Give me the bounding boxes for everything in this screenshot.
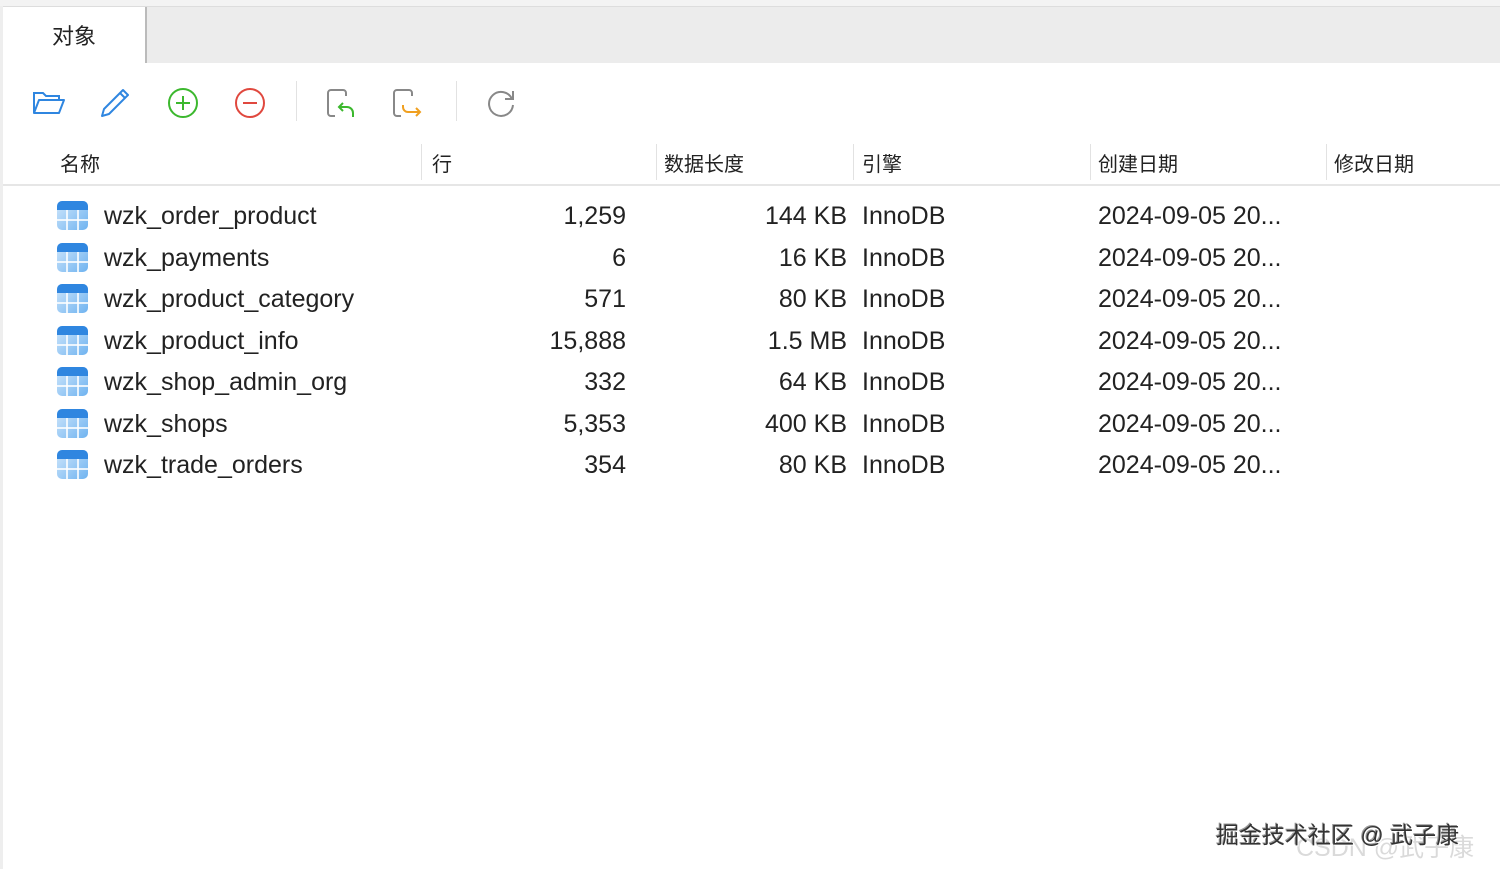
data-length: 16 KB <box>778 243 847 272</box>
window-left-edge <box>0 6 3 869</box>
data-length: 64 KB <box>778 368 847 396</box>
column-header-name[interactable]: 名称 <box>60 154 100 176</box>
column-header-data-length[interactable]: 数据长度 <box>664 154 744 176</box>
table-name: wzk_product_category <box>104 285 355 313</box>
data-length: 80 KB <box>778 451 847 479</box>
table-icon <box>57 325 88 355</box>
row-count: 1,259 <box>563 202 626 230</box>
tab-label: 对象 <box>51 24 96 49</box>
window-top-edge <box>0 0 1500 7</box>
engine: InnoDB <box>862 451 946 479</box>
table-name: wzk_shop_admin_org <box>104 368 348 396</box>
table-header: 名称 行 数据长度 引擎 创建日期 修改日期 <box>3 140 1500 186</box>
table-name: wzk_product_info <box>104 326 299 355</box>
created-date: 2024-09-05 20... <box>1098 202 1282 230</box>
data-length: 144 KB <box>764 202 847 230</box>
watermark-csdn: CSDN @武子康 <box>1296 834 1475 862</box>
row-count: 5,353 <box>563 409 626 438</box>
column-resize-handle[interactable] <box>656 144 657 180</box>
engine: InnoDB <box>862 243 946 272</box>
created-date: 2024-09-05 20... <box>1098 368 1282 396</box>
import-icon[interactable] <box>323 85 359 121</box>
data-length: 1.5 MB <box>767 326 847 355</box>
engine: InnoDB <box>862 368 946 396</box>
table-row[interactable]: wzk_payments 6 16 KB InnoDB 2024-09-05 20... <box>3 239 1500 279</box>
engine: InnoDB <box>862 202 946 230</box>
column-header-rows[interactable]: 行 <box>432 154 452 176</box>
table-icon <box>57 408 88 438</box>
row-count: 354 <box>584 451 626 479</box>
engine: InnoDB <box>862 409 946 438</box>
column-resize-handle[interactable] <box>421 144 422 180</box>
table-name: wzk_trade_orders <box>104 451 303 479</box>
row-count: 571 <box>584 285 626 313</box>
export-icon[interactable] <box>389 85 425 121</box>
toolbar <box>3 63 1500 141</box>
table-icon <box>57 367 88 396</box>
table-icon <box>57 284 88 313</box>
created-date: 2024-09-05 20... <box>1098 243 1282 272</box>
table-row[interactable]: wzk_shop_admin_org 332 64 KB InnoDB 2024-09-… <box>3 363 1500 403</box>
engine: InnoDB <box>862 326 946 355</box>
created-date: 2024-09-05 20... <box>1098 409 1282 438</box>
table-icon <box>57 201 88 230</box>
tab-bar <box>3 7 1500 63</box>
refresh-icon[interactable] <box>483 85 519 121</box>
row-count: 332 <box>584 368 626 396</box>
column-resize-handle[interactable] <box>853 144 854 180</box>
table-icon <box>57 242 88 272</box>
table-name: wzk_shops <box>104 409 228 438</box>
column-header-engine[interactable]: 引擎 <box>862 154 902 176</box>
data-length: 400 KB <box>764 409 847 438</box>
toolbar-divider <box>456 81 457 121</box>
created-date: 2024-09-05 20... <box>1098 285 1282 313</box>
column-resize-handle[interactable] <box>1326 144 1327 180</box>
column-header-created[interactable]: 创建日期 <box>1098 154 1178 176</box>
column-header-modified[interactable]: 修改日期 <box>1334 154 1414 176</box>
created-date: 2024-09-05 20... <box>1098 326 1282 355</box>
folder-open-icon[interactable] <box>31 85 67 121</box>
watermark-juejin: 掘金技术社区 @ 武子康 <box>1216 822 1460 848</box>
table-row[interactable]: wzk_product_category 571 80 KB InnoDB 2024-0… <box>3 280 1500 320</box>
created-date: 2024-09-05 20... <box>1098 451 1282 479</box>
table-icon <box>57 450 88 479</box>
pencil-icon[interactable] <box>97 85 133 121</box>
tab-objects[interactable]: 对象 <box>3 7 147 63</box>
plus-circle-icon[interactable] <box>165 85 201 121</box>
table-name: wzk_order_product <box>104 202 317 230</box>
data-length: 80 KB <box>778 285 847 313</box>
toolbar-divider <box>296 81 297 121</box>
table-row[interactable]: wzk_order_product 1,259 144 KB InnoDB 2024-0… <box>3 197 1500 237</box>
table-row[interactable]: wzk_shops 5,353 400 KB InnoDB 2024-09-05 20.… <box>3 405 1500 445</box>
engine: InnoDB <box>862 285 946 313</box>
row-count: 6 <box>612 243 626 272</box>
table-row[interactable]: wzk_trade_orders 354 80 KB InnoDB 2024-09-05… <box>3 446 1500 486</box>
row-count: 15,888 <box>549 326 626 355</box>
column-resize-handle[interactable] <box>1090 144 1091 180</box>
minus-circle-icon[interactable] <box>232 85 268 121</box>
table-name: wzk_payments <box>104 243 270 272</box>
table-row[interactable]: wzk_product_info 15,888 1.5 MB InnoDB 2024-0… <box>3 322 1500 362</box>
